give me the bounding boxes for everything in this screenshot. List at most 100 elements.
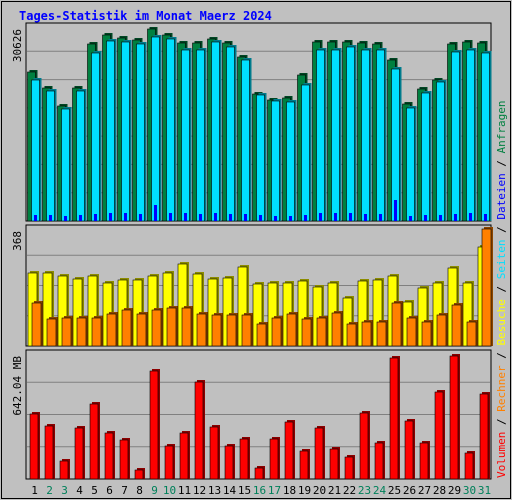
scale-label-requests_files: 30626 (11, 29, 24, 62)
x-tick-label: 13 (208, 484, 221, 497)
bar-dateien (61, 108, 70, 222)
bar-besuche (466, 321, 477, 347)
legend-item-seiten: Seiten (495, 240, 508, 280)
bar-volumen (299, 450, 309, 480)
bar-volumen (224, 445, 234, 480)
scale-label-volume: 642.04 MB (11, 356, 24, 416)
bar-dateien (241, 59, 250, 222)
bar-besuche (31, 302, 42, 347)
bar-besuche (361, 321, 372, 347)
x-tick-label: 11 (178, 484, 191, 497)
bar-seiten (394, 200, 397, 221)
bar-seiten (214, 213, 217, 221)
bar-seiten (469, 213, 472, 221)
legend-separator: / (495, 153, 508, 173)
bar-dateien (106, 40, 115, 222)
bar-besuche (406, 317, 417, 347)
bar-besuche (151, 309, 162, 347)
bar-dateien (181, 49, 190, 222)
bar-volumen (374, 442, 384, 480)
bar-besuche (451, 304, 462, 347)
bar-seiten (289, 216, 292, 221)
legend-separator: / (495, 346, 508, 366)
x-tick-label: 12 (193, 484, 206, 497)
bar-dateien (301, 84, 310, 222)
bar-seiten (319, 213, 322, 221)
bar-besuche (376, 321, 387, 347)
bar-dateien (451, 51, 460, 222)
legend-item-rechner: Rechner (495, 365, 508, 412)
bar-besuche (421, 321, 432, 347)
x-tick-label: 9 (151, 484, 158, 497)
bar-volumen (479, 393, 489, 480)
bar-dateien (481, 52, 490, 222)
legend-separator: / (495, 279, 508, 299)
bar-seiten (184, 213, 187, 221)
x-tick-label: 31 (478, 484, 491, 497)
bar-volumen (209, 426, 219, 480)
bar-dateien (256, 94, 265, 222)
bar-seiten (94, 214, 97, 221)
bar-volumen (179, 432, 189, 480)
bar-besuche (481, 228, 492, 347)
bar-dateien (391, 68, 400, 222)
bar-dateien (421, 92, 430, 222)
bar-volumen (254, 467, 264, 480)
bar-besuche (91, 317, 102, 347)
bar-volumen (119, 439, 129, 480)
bar-besuche (76, 317, 87, 347)
x-tick-label: 6 (106, 484, 113, 497)
x-tick-label: 3 (61, 484, 68, 497)
bar-besuche (271, 317, 282, 347)
bar-dateien (196, 49, 205, 222)
bar-seiten (439, 215, 442, 221)
bar-volumen (194, 381, 204, 480)
bar-besuche (181, 307, 192, 347)
x-tick-label: 4 (76, 484, 83, 497)
bar-volumen (149, 370, 159, 480)
bar-dateien (376, 49, 385, 222)
bar-volumen (284, 421, 294, 480)
x-tick-label: 2 (46, 484, 53, 497)
bar-volumen (314, 427, 324, 480)
bar-besuche (301, 318, 312, 347)
x-tick-label: 26 (403, 484, 416, 497)
bar-volumen (239, 438, 249, 480)
bar-dateien (76, 90, 85, 222)
bar-volumen (89, 403, 99, 480)
bar-dateien (211, 41, 220, 222)
bar-dateien (166, 38, 175, 222)
x-tick-label: 7 (121, 484, 128, 497)
bar-volumen (434, 391, 444, 480)
bar-seiten (79, 215, 82, 221)
bar-besuche (121, 309, 132, 347)
legend-separator: / (495, 412, 508, 432)
bar-dateien (436, 81, 445, 222)
bar-besuche (226, 314, 237, 347)
bar-seiten (154, 205, 157, 221)
bar-dateien (31, 79, 40, 222)
bar-dateien (331, 49, 340, 222)
legend-item-volumen: Volumen (495, 432, 508, 478)
bar-seiten (259, 215, 262, 221)
bar-seiten (139, 214, 142, 221)
legend-item-dateien: Dateien (495, 173, 508, 219)
x-tick-label: 24 (373, 484, 387, 497)
bar-seiten (379, 214, 382, 221)
x-tick-label: 8 (136, 484, 143, 497)
bar-besuche (61, 317, 72, 347)
bar-dateien (121, 41, 130, 222)
x-tick-label: 20 (313, 484, 326, 497)
x-tick-label: 10 (163, 484, 176, 497)
legend-item-anfragen: Anfragen (495, 100, 508, 153)
bar-seiten (169, 213, 172, 221)
x-tick-label: 21 (328, 484, 341, 497)
bar-seiten (64, 216, 67, 221)
bar-dateien (91, 52, 100, 222)
bar-besuche (166, 307, 177, 347)
bar-volumen (59, 460, 69, 480)
bar-seiten (199, 214, 202, 221)
bar-volumen (344, 456, 354, 480)
bar-besuche (346, 323, 357, 347)
